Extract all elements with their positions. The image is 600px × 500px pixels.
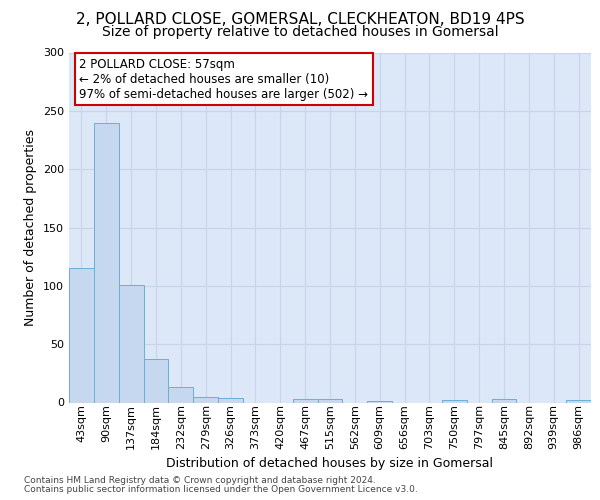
Bar bbox=[317, 399, 343, 402]
Bar bbox=[442, 400, 467, 402]
Bar bbox=[193, 396, 218, 402]
Text: Size of property relative to detached houses in Gomersal: Size of property relative to detached ho… bbox=[101, 25, 499, 39]
Bar bbox=[491, 399, 517, 402]
Y-axis label: Number of detached properties: Number of detached properties bbox=[25, 129, 37, 326]
X-axis label: Distribution of detached houses by size in Gomersal: Distribution of detached houses by size … bbox=[167, 458, 493, 470]
Text: 2, POLLARD CLOSE, GOMERSAL, CLECKHEATON, BD19 4PS: 2, POLLARD CLOSE, GOMERSAL, CLECKHEATON,… bbox=[76, 12, 524, 28]
Bar bbox=[69, 268, 94, 402]
Bar bbox=[566, 400, 591, 402]
Bar bbox=[218, 398, 243, 402]
Bar bbox=[119, 284, 143, 403]
Text: Contains public sector information licensed under the Open Government Licence v3: Contains public sector information licen… bbox=[24, 484, 418, 494]
Bar bbox=[293, 399, 317, 402]
Bar bbox=[169, 388, 193, 402]
Bar bbox=[143, 360, 169, 403]
Text: 2 POLLARD CLOSE: 57sqm
← 2% of detached houses are smaller (10)
97% of semi-deta: 2 POLLARD CLOSE: 57sqm ← 2% of detached … bbox=[79, 58, 368, 101]
Bar bbox=[94, 122, 119, 402]
Text: Contains HM Land Registry data © Crown copyright and database right 2024.: Contains HM Land Registry data © Crown c… bbox=[24, 476, 376, 485]
